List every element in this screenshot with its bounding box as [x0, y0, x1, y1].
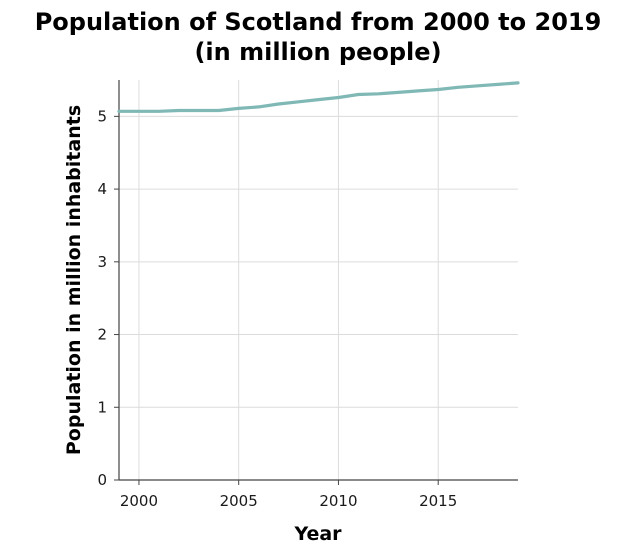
y-tick-label: 1 [97, 398, 107, 416]
x-axis-title: Year [293, 523, 342, 545]
y-tick-label: 4 [97, 180, 107, 198]
y-tick-label: 0 [97, 471, 107, 489]
x-tick-label: 2000 [120, 492, 158, 510]
axis-ticks: 0 1 2 3 4 5 2000 2005 2010 2015 [97, 107, 457, 510]
chart-title-line-1: Population of Scotland from 2000 to 2019 [35, 8, 602, 36]
y-axis-title: Population in million inhabitants [63, 105, 85, 455]
series-lines [117, 81, 520, 113]
grid-lines [119, 80, 518, 481]
x-tick-label: 2015 [419, 492, 457, 510]
y-tick-label: 2 [97, 326, 107, 344]
y-tick-label: 3 [97, 253, 107, 271]
y-tick-label: 5 [97, 107, 107, 125]
chart-title-line-2: (in million people) [194, 38, 441, 66]
x-tick-label: 2005 [220, 492, 258, 510]
x-tick-label: 2010 [319, 492, 357, 510]
population-line [117, 81, 520, 113]
plot-area [119, 80, 518, 480]
